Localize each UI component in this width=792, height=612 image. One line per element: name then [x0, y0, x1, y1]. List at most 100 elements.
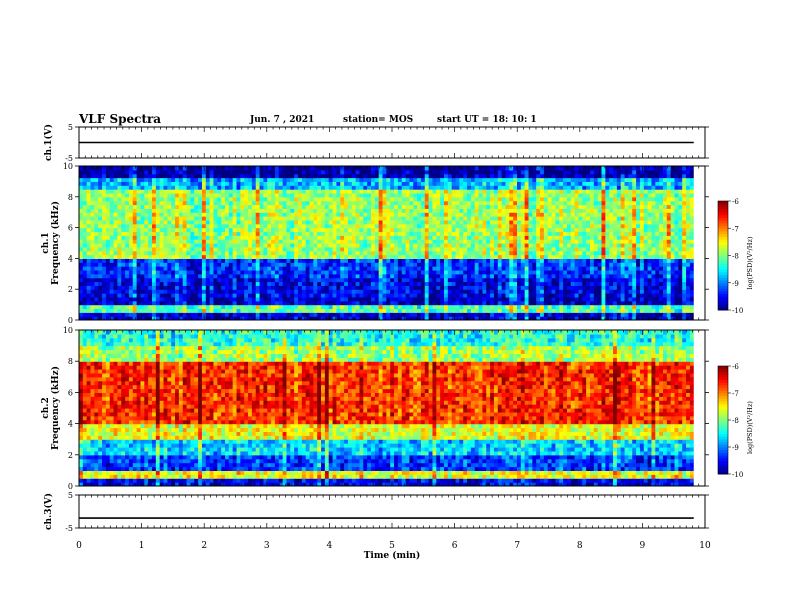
psd-cell [86, 196, 92, 202]
psd-cell [159, 246, 165, 252]
psd-cell [493, 258, 499, 263]
psd-cell [294, 239, 299, 244]
psd-cell [194, 266, 199, 271]
psd-cell [490, 227, 495, 233]
psd-cell [444, 300, 449, 306]
psd-cell [225, 235, 230, 240]
psd-cell [324, 208, 330, 213]
psd-cell [298, 258, 303, 263]
psd-cell [344, 250, 349, 256]
psd-cell [305, 296, 311, 302]
psd-cell [255, 300, 261, 306]
psd-cell [444, 254, 449, 259]
psd-cell [478, 239, 484, 244]
psd-cell [248, 196, 253, 202]
psd-cell [132, 192, 138, 198]
psd-cell [324, 223, 330, 229]
psd-cell [501, 235, 507, 240]
psd-cell [344, 316, 349, 320]
psd-cell [178, 189, 184, 194]
psd-cell [178, 173, 184, 179]
psd-cell [409, 212, 414, 217]
psd-cell [98, 181, 103, 186]
psd-cell [528, 243, 533, 248]
psd-cell [363, 239, 368, 244]
psd-cell [144, 216, 149, 221]
psd-cell [298, 185, 303, 190]
psd-cell [155, 254, 161, 259]
psd-cell [182, 304, 188, 310]
psd-cell [359, 212, 364, 217]
psd-cell [182, 243, 188, 248]
psd-cell [340, 262, 345, 267]
psd-cell [186, 243, 192, 248]
psd-cell [486, 304, 491, 310]
psd-cell [517, 289, 522, 294]
psd-cell [440, 250, 445, 256]
psd-cell [144, 308, 149, 313]
psd-cell [240, 169, 245, 175]
psd-cell [397, 281, 403, 286]
psd-cell [198, 196, 203, 202]
psd-cell [271, 308, 276, 313]
psd-cell [340, 200, 345, 206]
psd-cell [125, 304, 130, 310]
psd-cell [178, 300, 184, 306]
psd-cell [470, 231, 476, 236]
psd-cell [520, 277, 526, 283]
psd-cell [363, 189, 368, 194]
psd-cell [386, 212, 391, 217]
psd-cell [128, 231, 134, 236]
psd-cell [536, 285, 541, 290]
psd-cell [459, 296, 464, 302]
psd-cell [424, 312, 430, 317]
psd-cell [113, 200, 119, 206]
psd-cell [313, 300, 318, 306]
psd-cell [374, 285, 380, 290]
psd-cell [190, 166, 195, 171]
psd-cell [436, 300, 441, 306]
psd-cell [424, 219, 430, 225]
psd-cell [509, 169, 514, 175]
psd-cell [248, 216, 253, 221]
psd-cell [528, 308, 533, 313]
psd-cell [336, 166, 341, 171]
psd-cell [405, 243, 411, 248]
psd-cell [136, 293, 142, 298]
psd-cell [132, 216, 138, 221]
psd-cell [248, 200, 253, 206]
psd-cell [532, 269, 537, 275]
psd-cell [513, 304, 518, 310]
psd-cell [363, 208, 368, 213]
psd-cell [79, 208, 84, 213]
psd-cell [455, 212, 460, 217]
psd-cell [382, 173, 387, 179]
psd-cell [278, 204, 284, 209]
psd-cell [493, 185, 499, 190]
psd-cell [447, 177, 453, 182]
psd-cell [271, 273, 276, 279]
psd-cell [259, 273, 265, 279]
psd-cell [428, 227, 434, 233]
psd-cell [463, 289, 468, 294]
psd-cell [505, 231, 510, 236]
psd-cell [355, 254, 361, 259]
psd-cell [470, 216, 476, 221]
psd-cell [282, 289, 288, 294]
psd-cell [463, 281, 468, 286]
psd-cell [374, 281, 380, 286]
psd-cell [493, 300, 499, 306]
psd-cell [290, 273, 295, 279]
psd-cell [324, 289, 330, 294]
psd-cell [105, 308, 111, 313]
psd-cell [201, 243, 207, 248]
psd-cell [209, 235, 215, 240]
psd-cell [117, 166, 122, 171]
psd-cell [94, 293, 99, 298]
psd-cell [440, 181, 445, 186]
psd-cell [394, 200, 399, 206]
psd-cell [240, 185, 245, 190]
psd-cell [152, 273, 157, 279]
psd-cell [263, 204, 268, 209]
psd-cell [98, 312, 103, 317]
